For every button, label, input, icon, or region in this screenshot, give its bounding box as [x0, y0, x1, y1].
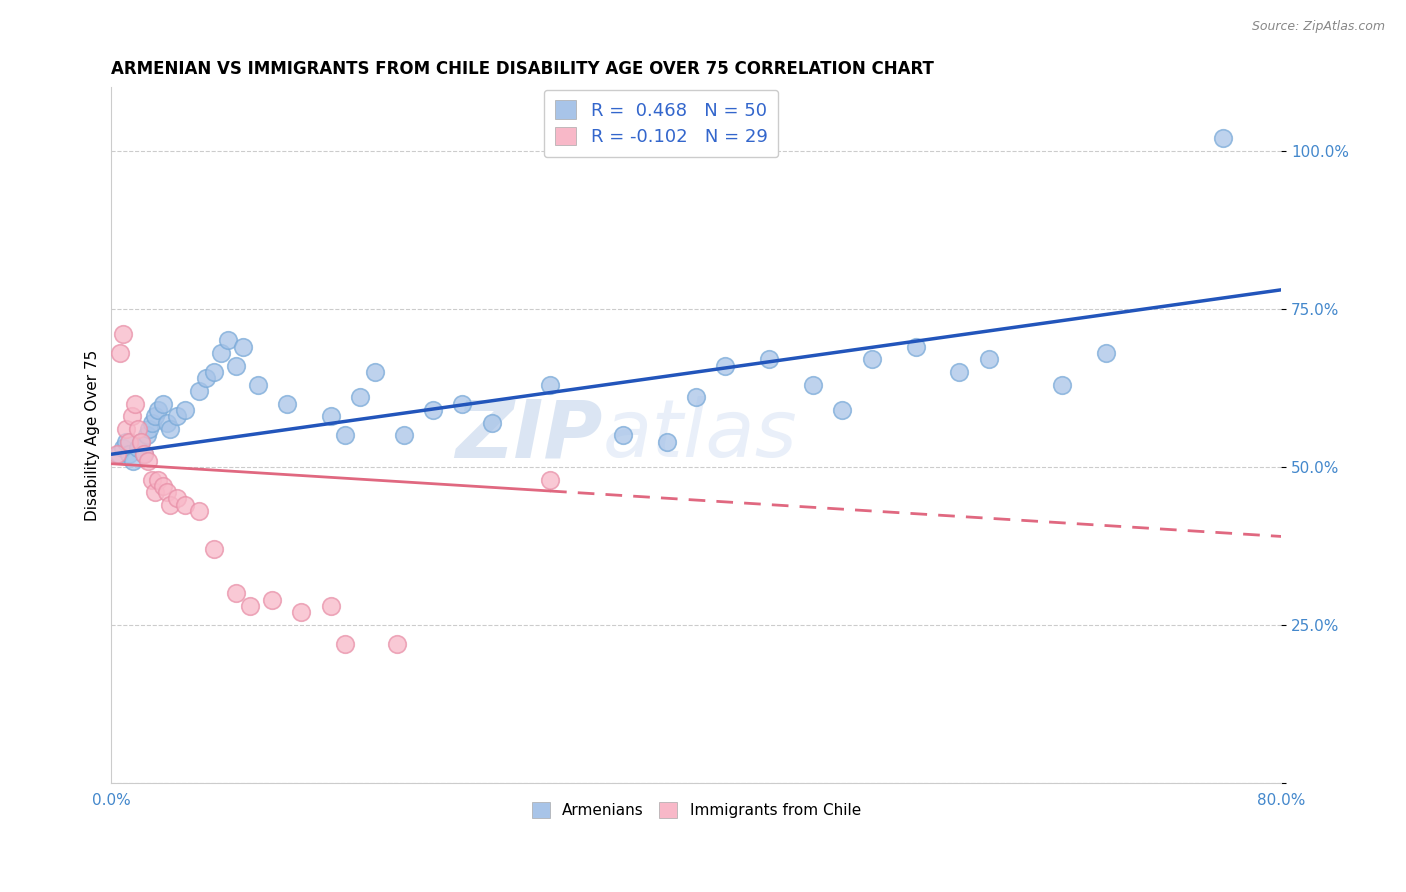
Point — [148, 403, 170, 417]
Text: ARMENIAN VS IMMIGRANTS FROM CHILE DISABILITY AGE OVER 75 CORRELATION CHART: ARMENIAN VS IMMIGRANTS FROM CHILE DISABI… — [111, 60, 934, 78]
Point — [188, 504, 211, 518]
Point — [276, 397, 298, 411]
Point — [127, 422, 149, 436]
Point — [136, 453, 159, 467]
Point — [138, 422, 160, 436]
Point — [225, 586, 247, 600]
Point — [156, 485, 179, 500]
Point — [152, 397, 174, 411]
Point — [209, 346, 232, 360]
Point — [1212, 131, 1234, 145]
Point — [202, 365, 225, 379]
Point — [108, 346, 131, 360]
Point — [335, 428, 357, 442]
Point — [173, 498, 195, 512]
Point — [262, 592, 284, 607]
Point — [685, 390, 707, 404]
Text: atlas: atlas — [603, 396, 797, 475]
Point — [538, 473, 561, 487]
Point — [143, 485, 166, 500]
Point — [758, 352, 780, 367]
Point — [948, 365, 970, 379]
Legend: Armenians, Immigrants from Chile: Armenians, Immigrants from Chile — [526, 796, 868, 824]
Point — [977, 352, 1000, 367]
Point — [112, 441, 135, 455]
Point — [612, 428, 634, 442]
Point — [129, 434, 152, 449]
Point — [195, 371, 218, 385]
Point — [173, 403, 195, 417]
Point — [392, 428, 415, 442]
Point — [118, 434, 141, 449]
Point — [319, 599, 342, 613]
Point — [112, 327, 135, 342]
Point — [159, 498, 181, 512]
Point — [335, 637, 357, 651]
Point — [385, 637, 408, 651]
Point — [143, 409, 166, 424]
Point — [1094, 346, 1116, 360]
Point — [132, 447, 155, 461]
Point — [124, 397, 146, 411]
Point — [118, 447, 141, 461]
Text: ZIP: ZIP — [456, 396, 603, 475]
Point — [538, 377, 561, 392]
Point — [655, 434, 678, 449]
Y-axis label: Disability Age Over 75: Disability Age Over 75 — [86, 350, 100, 521]
Point — [132, 447, 155, 461]
Point — [363, 365, 385, 379]
Point — [107, 447, 129, 461]
Point — [141, 473, 163, 487]
Point — [246, 377, 269, 392]
Point — [481, 416, 503, 430]
Point — [188, 384, 211, 398]
Point — [166, 409, 188, 424]
Text: Source: ZipAtlas.com: Source: ZipAtlas.com — [1251, 20, 1385, 33]
Point — [129, 434, 152, 449]
Point — [156, 416, 179, 430]
Point — [225, 359, 247, 373]
Point — [239, 599, 262, 613]
Point — [349, 390, 371, 404]
Point — [122, 453, 145, 467]
Point — [148, 473, 170, 487]
Point — [451, 397, 474, 411]
Point — [127, 441, 149, 455]
Point — [115, 422, 138, 436]
Point — [135, 428, 157, 442]
Point — [141, 416, 163, 430]
Point — [714, 359, 737, 373]
Point — [159, 422, 181, 436]
Point — [831, 403, 853, 417]
Point — [319, 409, 342, 424]
Point — [121, 409, 143, 424]
Point — [105, 447, 128, 461]
Point — [422, 403, 444, 417]
Point — [152, 479, 174, 493]
Point — [166, 491, 188, 506]
Point — [801, 377, 824, 392]
Point — [202, 542, 225, 557]
Point — [860, 352, 883, 367]
Point — [217, 334, 239, 348]
Point — [115, 434, 138, 449]
Point — [232, 340, 254, 354]
Point — [904, 340, 927, 354]
Point — [1050, 377, 1073, 392]
Point — [290, 605, 312, 619]
